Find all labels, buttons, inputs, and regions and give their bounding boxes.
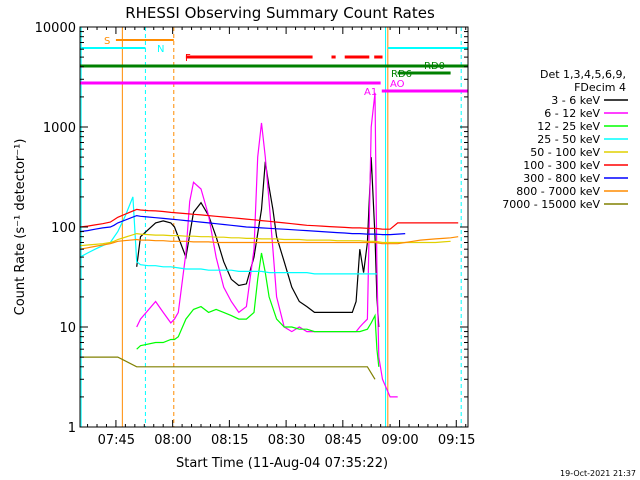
y-tick-label: 100 (51, 221, 76, 236)
state-label-1: N (157, 44, 164, 55)
footer-date: 19-Oct-2021 21:37 (560, 469, 636, 478)
state-label-2: F (185, 53, 191, 64)
legend-header-0: Det 1,3,4,5,6,9, (540, 68, 626, 81)
state-label-4: RD6 (391, 69, 412, 80)
y-axis: 1 10 100 1000 10000 (35, 21, 468, 436)
series-line-2 (136, 252, 380, 367)
series-line-1 (136, 92, 398, 398)
x-tick-label: 07:45 (98, 433, 135, 448)
legend-entry-label-1: 6 - 12 keV (544, 107, 600, 120)
legend-entry-label-6: 300 - 800 keV (523, 172, 600, 185)
chart-title: RHESSI Observing Summary Count Rates (125, 4, 435, 22)
state-label-6: A1 (364, 87, 377, 98)
legend-header-1: FDecim 4 (574, 81, 626, 94)
series-line-0 (136, 157, 380, 328)
x-axis-label: Start Time (11-Aug-04 07:35:22) (176, 456, 388, 471)
legend-entry-label-2: 12 - 25 keV (537, 120, 600, 133)
x-tick-label: 08:30 (268, 433, 305, 448)
legend-entry-label-7: 800 - 7000 keV (516, 185, 600, 198)
y-tick-label: 1000 (43, 121, 76, 136)
x-tick-label: 08:00 (154, 433, 191, 448)
y-tick-label: 10 (59, 321, 76, 336)
legend-entry-label-0: 3 - 6 keV (551, 94, 600, 107)
x-tick-label: 08:15 (211, 433, 248, 448)
x-axis: 07:45 08:00 08:15 08:30 08:45 09:00 09:15 (87, 27, 475, 448)
series-line-3 (80, 196, 377, 275)
legend-entry-label-8: 7000 - 15000 keV (502, 198, 600, 211)
state-label-3: RD0 (424, 61, 445, 72)
series-line-5 (80, 208, 459, 230)
series-line-8 (80, 356, 376, 380)
y-axis-label: Count Rate (s⁻¹ detector⁻¹) (13, 139, 28, 316)
state-label-0: S (104, 36, 110, 47)
state-label-5: AO (390, 79, 405, 90)
legend-entry-label-3: 25 - 50 keV (537, 133, 600, 146)
x-tick-label: 09:15 (438, 433, 475, 448)
x-tick-label: 08:45 (324, 433, 361, 448)
series-line-7 (80, 236, 459, 250)
series-line-6 (80, 214, 406, 236)
y-tick-label: 10000 (35, 21, 76, 36)
legend-entry-label-5: 100 - 300 keV (523, 159, 600, 172)
y-tick-label: 1 (68, 421, 76, 436)
x-tick-label: 09:00 (381, 433, 418, 448)
series-line-4 (80, 232, 451, 247)
legend-entry-label-4: 50 - 100 keV (530, 146, 600, 159)
